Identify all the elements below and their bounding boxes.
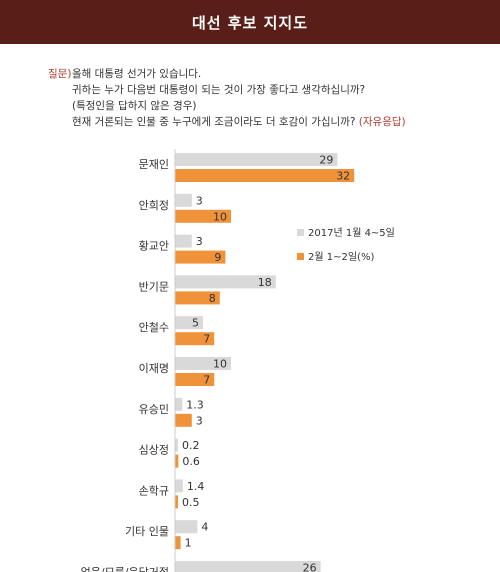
category-label: 유승민 <box>139 403 169 416</box>
bar-jan <box>175 193 192 207</box>
category-label: 안희정 <box>139 199 169 212</box>
value-label: 9 <box>214 251 221 264</box>
question-line-4: 현재 거론되는 인물 중 누구에게 조금이라도 더 호감이 가십니까? <box>72 116 356 128</box>
page-title: 대선 후보 지지도 <box>191 13 309 32</box>
bar-jan <box>175 316 203 330</box>
question-label: 질문) <box>48 68 72 80</box>
value-label: 29 <box>319 154 333 167</box>
value-label: 3 <box>196 194 203 207</box>
category-label: 없음/모름/응답거절 <box>81 566 169 572</box>
bar-jan <box>175 520 198 534</box>
value-label: 3 <box>196 235 203 248</box>
bar-jan <box>175 397 183 411</box>
legend-label-jan: 2017년 1월 4~5일 <box>308 227 395 239</box>
legend-swatch-jan <box>297 229 304 236</box>
bar-jan <box>175 438 178 452</box>
bar-feb <box>175 413 192 427</box>
value-label: 4 <box>201 521 208 534</box>
bar-feb <box>175 250 226 264</box>
bar-feb <box>175 209 231 223</box>
bar-feb <box>175 495 178 509</box>
bar-feb <box>175 536 181 550</box>
category-label: 이재명 <box>139 362 169 375</box>
bar-feb <box>175 373 215 386</box>
category-label: 황교안 <box>139 240 169 253</box>
value-label: 32 <box>336 170 350 183</box>
category-label: 문재인 <box>139 158 169 171</box>
legend-swatch-feb <box>297 253 304 260</box>
bar-jan <box>175 479 183 493</box>
value-label: 0.5 <box>182 496 200 509</box>
header-bar: 대선 후보 지지도 <box>0 0 500 44</box>
bar-jan <box>175 153 338 166</box>
value-label: 26 <box>303 562 317 572</box>
value-label: 8 <box>209 292 216 305</box>
value-label: 1 <box>185 537 192 550</box>
question-block: 질문) 올해 대통령 선거가 있습니다. 귀하는 누가 다음번 대통령이 되는 … <box>48 66 488 130</box>
question-line-1: 올해 대통령 선거가 있습니다. <box>72 68 202 80</box>
value-label: 7 <box>203 333 210 346</box>
value-label: 3 <box>196 414 203 427</box>
question-line-3: (특정인을 답하지 않은 경우) <box>72 100 197 112</box>
bar-jan <box>175 234 192 248</box>
value-label: 10 <box>213 358 227 371</box>
bar-jan <box>175 357 231 370</box>
value-label: 1.3 <box>186 398 204 411</box>
bar-jan <box>175 275 276 289</box>
question-note: (자유응답) <box>358 116 406 128</box>
bar-feb <box>175 332 215 346</box>
category-label: 반기문 <box>139 280 169 293</box>
legend-label-feb: 2월 1~2일(%) <box>308 251 374 263</box>
category-label: 심상정 <box>139 444 169 457</box>
value-label: 0.2 <box>182 439 200 452</box>
category-label: 기타 인물 <box>125 525 169 538</box>
bar-jan <box>175 561 321 572</box>
question-line-2: 귀하는 누가 다음번 대통령이 되는 것이 가장 좋다고 생각하십니까? <box>72 84 366 96</box>
category-label: 안철수 <box>139 321 169 334</box>
bar-feb <box>175 291 220 305</box>
bar-feb <box>175 454 179 468</box>
bar-feb <box>175 169 355 182</box>
value-label: 1.4 <box>187 480 205 493</box>
value-label: 0.6 <box>182 455 200 468</box>
value-label: 7 <box>203 374 210 387</box>
category-label: 손학규 <box>139 484 169 497</box>
value-label: 10 <box>213 210 227 223</box>
value-label: 5 <box>192 317 199 330</box>
value-label: 18 <box>258 276 272 289</box>
